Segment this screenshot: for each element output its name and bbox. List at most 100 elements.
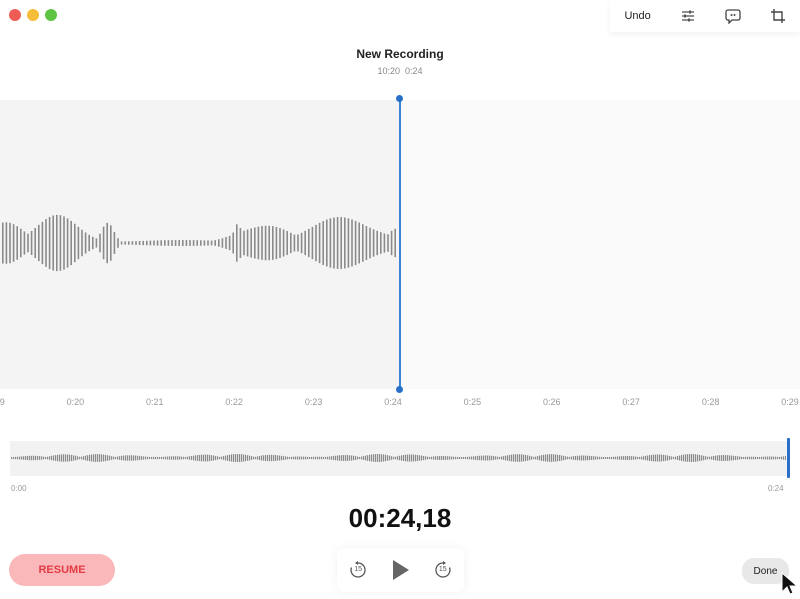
overview-bar — [247, 455, 249, 461]
waveform-bar — [30, 230, 33, 256]
waveform-bar — [106, 222, 108, 264]
timeline-tick: 0:27 — [622, 397, 640, 407]
overview-bar — [237, 454, 239, 462]
overview-bar — [737, 456, 739, 460]
waveform-bar — [12, 224, 15, 262]
overview-bar — [489, 455, 491, 461]
overview-bar — [101, 454, 103, 462]
overview-bar — [629, 456, 631, 460]
overview-bar — [399, 455, 401, 461]
play-icon[interactable] — [390, 559, 410, 581]
overview-bar — [27, 455, 29, 461]
overview-bar — [577, 455, 579, 461]
minimize-window-button[interactable] — [27, 9, 39, 21]
done-button[interactable]: Done — [742, 558, 789, 584]
overview-bar — [117, 456, 119, 460]
timeline-tick: 0:22 — [225, 397, 243, 407]
waveform-bar — [200, 240, 202, 246]
overview-bar — [231, 454, 233, 462]
waveform-bar — [160, 240, 162, 246]
overview-bar — [177, 456, 179, 460]
overview-bar — [171, 456, 173, 460]
waveform-bar — [156, 240, 159, 246]
overview-bar — [499, 456, 501, 460]
undo-button[interactable]: Undo — [624, 10, 651, 22]
overview-bar — [617, 456, 619, 460]
playhead[interactable] — [399, 97, 401, 391]
overview-bar — [215, 455, 217, 461]
waveform-bar — [9, 222, 11, 264]
waveform-bar — [207, 240, 209, 246]
overview-bar — [147, 456, 149, 460]
skip-forward-button[interactable]: 15 — [433, 560, 453, 580]
playhead-bottom-handle[interactable] — [396, 386, 403, 393]
waveform-bar — [63, 216, 65, 270]
overview-bar — [679, 455, 681, 461]
overview-bar — [491, 455, 493, 461]
transcript-bubble-icon[interactable] — [724, 8, 741, 24]
overview-bar — [431, 456, 433, 460]
overview-playhead[interactable] — [787, 438, 790, 478]
overview-bar — [747, 456, 749, 460]
waveform-empty-area — [400, 100, 800, 389]
timeline-tick: 0:19 — [0, 397, 5, 407]
overview-bar — [753, 456, 755, 460]
overview-bar — [159, 456, 161, 460]
overview-bar — [601, 456, 603, 460]
waveform-bar — [171, 240, 173, 246]
overview-bar — [705, 456, 707, 460]
waveform-bar — [340, 217, 342, 269]
waveform-bar — [275, 226, 278, 260]
waveform-bar — [297, 234, 299, 252]
overview-bar — [695, 454, 697, 462]
overview-bar — [743, 456, 745, 460]
overview-bar — [203, 454, 205, 462]
waveform-bar — [84, 232, 87, 254]
recording-title[interactable]: New Recording — [356, 47, 444, 61]
overview-bar — [345, 455, 347, 461]
waveform-bar — [167, 240, 170, 246]
overview-bar — [673, 456, 675, 460]
overview-bar — [691, 454, 693, 462]
waveform-bar — [149, 240, 152, 246]
overview-bar — [485, 455, 487, 461]
waveform-bar — [185, 240, 188, 246]
overview-bar — [597, 456, 599, 460]
overview-bar — [775, 456, 777, 460]
skip-back-button[interactable]: 15 — [348, 560, 368, 580]
overview-bar — [165, 456, 167, 460]
overview-bar — [53, 455, 55, 461]
adjust-sliders-icon[interactable] — [680, 8, 696, 24]
overview-bar — [637, 456, 639, 460]
waveform-bar — [264, 225, 267, 261]
overview-bar — [43, 456, 45, 460]
crop-icon[interactable] — [770, 8, 786, 24]
maximize-window-button[interactable] — [45, 9, 57, 21]
overview-bar — [325, 456, 327, 460]
playhead-top-handle[interactable] — [396, 95, 403, 102]
waveform-bar — [228, 235, 231, 251]
overview-bar — [645, 455, 647, 461]
overview-bar — [455, 456, 457, 460]
overview-bar — [475, 456, 477, 460]
overview-bar — [265, 455, 267, 461]
waveform-bar — [142, 240, 144, 246]
waveform-bar — [52, 215, 54, 271]
overview-bar — [121, 455, 123, 461]
overview-bar — [603, 456, 605, 460]
close-window-button[interactable] — [9, 9, 21, 21]
waveform-bar — [110, 225, 112, 261]
resume-button[interactable]: RESUME — [9, 554, 115, 586]
overview-bar — [285, 456, 287, 460]
overview-bar — [293, 456, 295, 460]
overview-bar — [161, 456, 163, 460]
overview-bar — [453, 456, 455, 460]
overview-bar — [281, 455, 283, 461]
overview-bar — [273, 454, 275, 462]
overview-bar — [109, 455, 111, 461]
overview-bar — [119, 456, 121, 460]
waveform-bar — [59, 215, 62, 271]
overview-bar — [11, 456, 13, 460]
overview-bar — [697, 454, 699, 462]
overview-bar — [661, 454, 663, 462]
